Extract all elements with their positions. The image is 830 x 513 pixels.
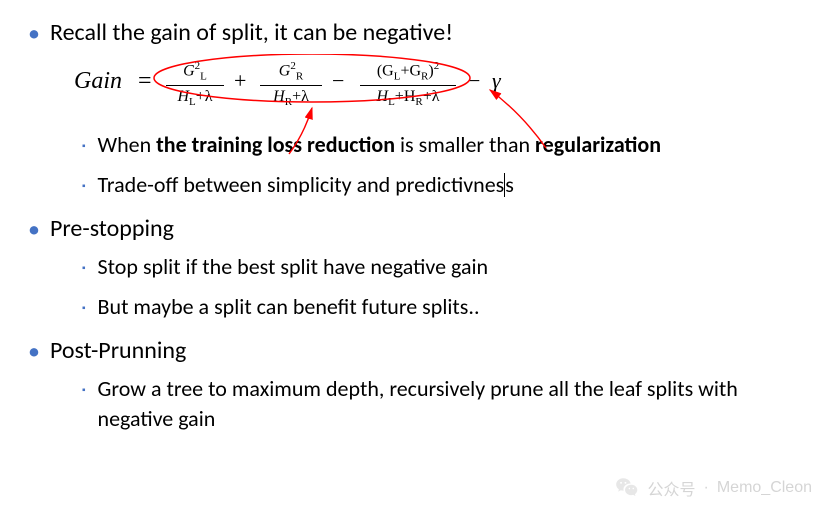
watermark: 公众号 · Memo_Cleon [614,475,813,501]
bullet-postprunning: Post-Prunning [50,336,186,366]
formula-minus-gamma: − [468,68,480,94]
formula-plus: + [234,68,246,94]
sub-tradeoff: Trade-off between simplicity and predict… [98,170,514,200]
bullet-dot: • [28,216,40,244]
formula-minus: − [332,68,344,94]
formula-gain-word: Gain [74,68,122,95]
bullet-dot: • [28,20,40,48]
watermark-label-a: 公众号 [648,476,696,500]
formula-eq: = [138,68,152,95]
bullet-recall: Recall the gain of split, it can be nega… [50,18,453,48]
square-bullet: ▪ [82,294,86,322]
gain-formula: Gain = G2L HL+λ + G2R HR+λ − (GL+GR)2 HL… [74,54,802,122]
square-bullet: ▪ [82,376,86,404]
formula-frac-combined: (GL+GR)2 HL+HR+λ [360,60,456,108]
bullet-prestopping: Pre-stopping [50,214,174,244]
sub-postprune-1: Grow a tree to maximum depth, recursivel… [98,374,802,434]
watermark-sep: · [704,479,709,497]
watermark-label-b: Memo_Cleon [717,479,812,497]
wechat-icon [614,475,640,501]
formula-frac-right: G2R HR+λ [260,60,322,108]
square-bullet: ▪ [82,254,86,282]
square-bullet: ▪ [82,172,86,200]
formula-frac-left: G2L HL+λ [166,60,224,108]
bullet-dot: • [28,338,40,366]
square-bullet: ▪ [82,132,86,160]
sub-prestop-1: Stop split if the best split have negati… [98,252,489,282]
sub-when: When the training loss reduction is smal… [98,130,662,160]
formula-gamma: γ [492,68,501,94]
sub-prestop-2: But maybe a split can benefit future spl… [98,292,480,322]
